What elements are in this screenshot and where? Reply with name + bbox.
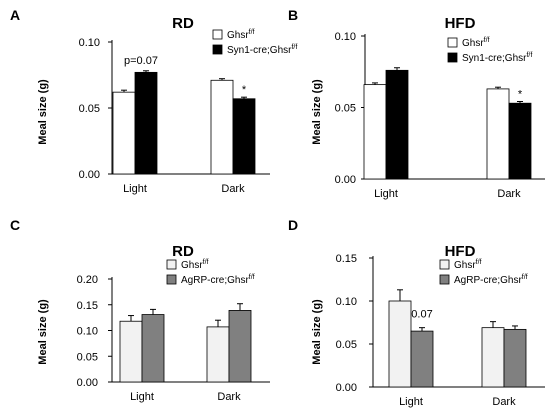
x-category-label: Light	[130, 391, 154, 403]
panel-b: B HFD Meal size (g) 0.00 0.05 0.10 Light Dark * G…	[288, 7, 545, 200]
bar-1-0	[410, 330, 434, 388]
y-tick-label: 0.10	[79, 37, 100, 49]
legend-name-superscript: f/f	[522, 274, 528, 281]
legend-name-superscript: f/f	[476, 259, 482, 266]
legend-name-superscript: f/f	[249, 29, 255, 36]
legend-label: AgRP-cre;Ghsrf/f	[454, 274, 528, 286]
annotation: *	[518, 88, 523, 100]
y-axis-label: Meal size (g)	[37, 79, 49, 145]
x-category-label: Light	[374, 188, 398, 200]
x-category-label: Dark	[492, 396, 516, 408]
chart-title: HFD	[445, 15, 476, 32]
y-tick-label: 0.05	[79, 103, 100, 115]
bar-0-0	[388, 300, 412, 388]
bar-0-1	[481, 327, 505, 388]
legend-swatch	[447, 37, 458, 48]
y-axis-label: Meal size (g)	[311, 299, 323, 365]
y-tick-label: 0.10	[77, 326, 98, 338]
legend-swatch	[212, 29, 223, 40]
bar-1-0	[134, 71, 158, 175]
legend-swatch	[212, 44, 223, 55]
y-tick-label: 0.05	[335, 103, 356, 115]
y-tick-label: 0.00	[79, 169, 100, 181]
bar-1-1	[508, 102, 532, 180]
y-tick-label: 0.15	[77, 300, 98, 312]
y-axis-label: Meal size (g)	[37, 299, 49, 365]
chart-title: HFD	[445, 243, 476, 260]
legend-name: Ghsr	[462, 38, 484, 49]
annotation: 0.07	[411, 309, 432, 321]
legend-name: Syn1-cre;Ghsr	[227, 45, 292, 56]
x-category-label: Light	[399, 396, 423, 408]
legend-name: AgRP-cre;Ghsr	[454, 275, 522, 286]
panel-letter: C	[10, 217, 20, 233]
legend-swatch	[166, 259, 177, 270]
x-category-label: Dark	[217, 391, 241, 403]
legend-name: Ghsr	[454, 260, 476, 271]
bar-1-1	[228, 310, 252, 383]
panel-letter: A	[10, 7, 20, 23]
y-tick-label: 0.15	[336, 253, 357, 265]
x-category-label: Light	[123, 183, 147, 195]
legend-swatch	[447, 52, 458, 63]
y-tick-label: 0.00	[336, 382, 357, 394]
legend-label: Ghsrf/f	[462, 37, 490, 49]
chart-title: RD	[172, 243, 194, 260]
legend-name-superscript: f/f	[484, 37, 490, 44]
legend-name-superscript: f/f	[291, 44, 297, 51]
annotation: p=0.07	[124, 55, 158, 67]
panel-letter: B	[288, 7, 298, 23]
x-category-label: Dark	[497, 188, 521, 200]
chart-title: RD	[172, 15, 194, 32]
legend-label: Ghsrf/f	[454, 259, 482, 271]
bar-0-0	[119, 320, 143, 383]
legend-label: Ghsrf/f	[181, 259, 209, 271]
legend-name: Ghsr	[181, 260, 203, 271]
legend-label: Ghsrf/f	[227, 29, 255, 41]
y-tick-label: 0.05	[336, 339, 357, 351]
y-tick-label: 0.00	[77, 377, 98, 389]
bar-0-0	[112, 91, 136, 175]
x-category-label: Dark	[221, 183, 245, 195]
y-tick-label: 0.20	[77, 274, 98, 286]
legend-name: Ghsr	[227, 30, 249, 41]
legend-swatch	[166, 274, 177, 285]
bar-1-0	[141, 314, 165, 383]
panel-a: A RD Meal size (g) 0.00 0.05 0.10 Light Dark p=0…	[10, 7, 297, 195]
bar-1-0	[385, 69, 409, 180]
y-tick-label: 0.10	[335, 31, 356, 43]
legend-name-superscript: f/f	[526, 52, 532, 59]
y-axis-label: Meal size (g)	[311, 79, 323, 145]
legend-label: AgRP-cre;Ghsrf/f	[181, 274, 255, 286]
y-tick-label: 0.00	[335, 174, 356, 186]
panel-c: C RD Meal size (g) 0.00 0.05 0.10 0.15 0.20 Ligh…	[10, 217, 270, 403]
bar-1-1	[232, 98, 256, 175]
y-tick-label: 0.10	[336, 296, 357, 308]
legend-label: Syn1-cre;Ghsrf/f	[462, 52, 532, 64]
legend-name: Syn1-cre;Ghsr	[462, 53, 527, 64]
panel-letter: D	[288, 217, 298, 233]
bar-0-1	[486, 88, 510, 180]
bar-0-1	[206, 326, 230, 383]
bar-0-1	[210, 79, 234, 175]
legend-name-superscript: f/f	[249, 274, 255, 281]
legend-swatch	[439, 259, 450, 270]
legend-name: AgRP-cre;Ghsr	[181, 275, 249, 286]
panel-d: D HFD Meal size (g) 0.00 0.05 0.10 0.15 Light Da…	[288, 217, 545, 408]
bar-0-0	[363, 84, 387, 180]
legend-name-superscript: f/f	[203, 259, 209, 266]
legend-swatch	[439, 274, 450, 285]
legend-label: Syn1-cre;Ghsrf/f	[227, 44, 297, 56]
y-tick-label: 0.05	[77, 351, 98, 363]
bar-1-1	[503, 328, 527, 388]
annotation: *	[242, 84, 247, 96]
